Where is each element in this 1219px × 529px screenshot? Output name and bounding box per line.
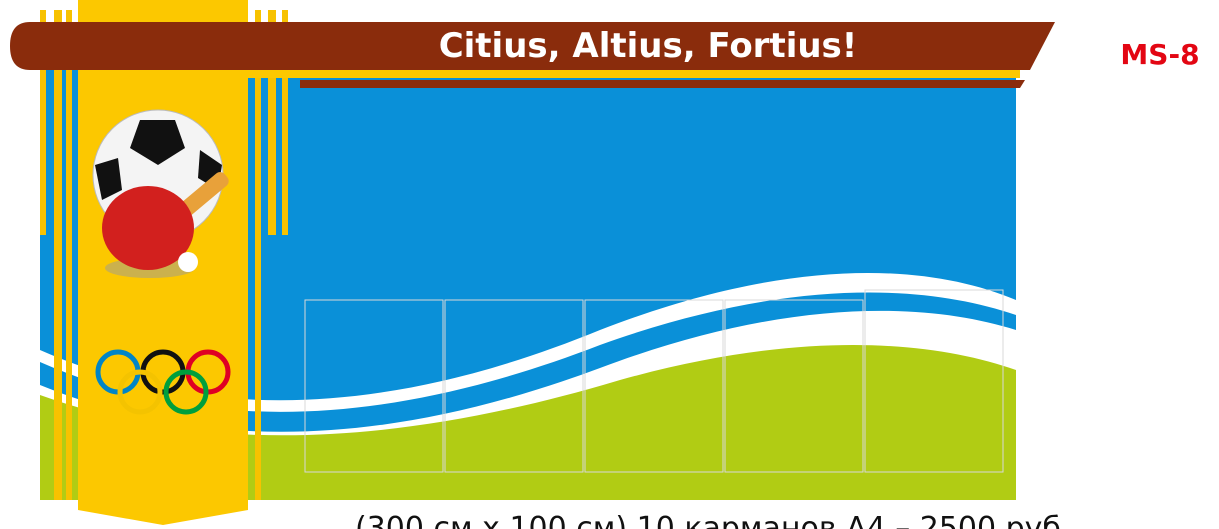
page: Citius, Altius, Fortius! MS-8 (300 см х … — [0, 0, 1219, 529]
banner-title: Citius, Altius, Fortius! — [439, 26, 858, 66]
model-code: MS-8 — [1120, 38, 1199, 71]
title-stripe — [165, 70, 1020, 78]
caption: (300 см х 100 см) 10 карманов А4 – 2500 … — [355, 511, 1070, 529]
stand-image: Citius, Altius, Fortius! MS-8 (300 см х … — [0, 0, 1219, 529]
title-underline — [300, 80, 1025, 88]
